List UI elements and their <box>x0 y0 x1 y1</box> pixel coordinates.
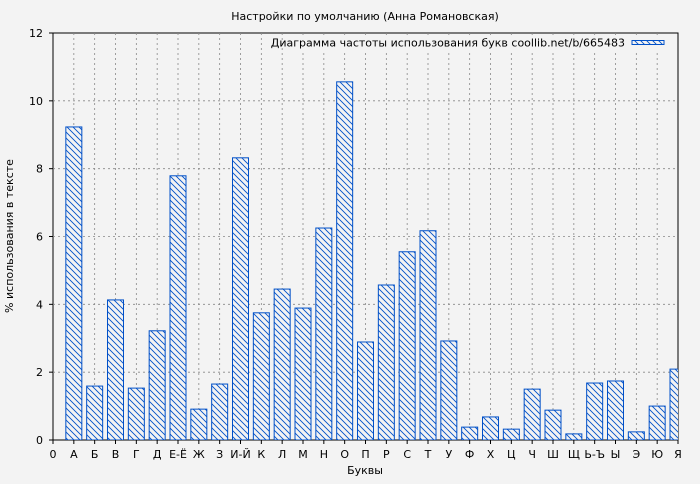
chart-title: Настройки по умолчанию (Анна Романовская… <box>231 10 499 23</box>
x-tick-label: З <box>216 448 223 461</box>
bar-Э <box>627 431 645 440</box>
bar-Т <box>419 230 437 440</box>
x-axis-label: Буквы <box>347 464 383 477</box>
x-tick-label: Ц <box>507 448 516 461</box>
bar-С <box>398 251 416 440</box>
bar-Ш <box>544 409 562 440</box>
bar-Я <box>669 368 678 440</box>
bar-Ы <box>607 380 624 440</box>
bar-Л <box>273 288 291 440</box>
y-tick-label: 6 <box>36 231 43 244</box>
bar-Ч <box>523 388 541 440</box>
y-tick-label: 12 <box>29 27 43 40</box>
bar-Д <box>148 330 166 440</box>
bar-М <box>294 307 312 440</box>
x-tick-label: Ж <box>193 448 205 461</box>
x-tick-label: Щ <box>568 448 580 461</box>
x-tick-label: Ч <box>528 448 536 461</box>
x-tick-label: Д <box>153 448 162 461</box>
y-tick-label: 10 <box>29 95 43 108</box>
bar-Ж <box>190 408 208 440</box>
x-tick-label: 0 <box>50 448 57 461</box>
x-tick-label: Я <box>674 448 682 461</box>
y-axis-label: % использования в тексте <box>3 159 16 313</box>
x-tick-label: Ш <box>547 448 559 461</box>
x-tick-label: А <box>70 448 78 461</box>
legend: Диаграмма частоты использования букв coo… <box>271 35 673 51</box>
y-tick-label: 2 <box>36 366 43 379</box>
x-tick-label: Ф <box>465 448 474 461</box>
x-tick-label: Б <box>91 448 99 461</box>
bar-П <box>357 341 374 440</box>
bar-К <box>252 312 270 440</box>
y-tick-label: 8 <box>36 163 43 176</box>
bar-Н <box>315 227 333 440</box>
bar-Р <box>377 284 395 440</box>
x-tick-label: У <box>445 448 452 461</box>
x-tick-label: Ь-Ъ <box>584 448 605 461</box>
bar-О <box>336 81 354 440</box>
bar-Ц <box>502 428 520 440</box>
bar-Г <box>127 387 145 440</box>
bar-Ф <box>461 426 479 440</box>
bar-З <box>211 383 229 440</box>
x-tick-label: В <box>112 448 120 461</box>
x-tick-label: Р <box>383 448 390 461</box>
legend-swatch <box>631 40 665 45</box>
x-tick-label: Т <box>424 448 432 461</box>
x-tick-label: Г <box>133 448 140 461</box>
x-tick-label: С <box>403 448 411 461</box>
x-tick-label: П <box>361 448 369 461</box>
y-tick-label: 0 <box>36 434 43 447</box>
x-tick-label: Л <box>278 448 286 461</box>
x-tick-label: О <box>340 448 349 461</box>
bar-Ю <box>648 405 666 440</box>
bar-Ь-Ъ <box>586 382 604 440</box>
x-tick-label: Э <box>632 448 640 461</box>
x-tick-label: М <box>298 448 308 461</box>
x-tick-label: Е-Ё <box>169 448 187 461</box>
x-tick-label: Ы <box>611 448 621 461</box>
x-tick-label: Н <box>320 448 328 461</box>
bar-Б <box>86 385 104 440</box>
x-tick-label: И-Й <box>230 448 250 461</box>
bar-У <box>440 340 458 440</box>
bar-И-Й <box>232 157 249 440</box>
bar-Щ <box>565 433 583 440</box>
x-tick-label: Х <box>487 448 495 461</box>
bar-Е-Ё <box>169 175 187 440</box>
y-tick-label: 4 <box>36 298 43 311</box>
bar-В <box>107 299 124 440</box>
bar-А <box>65 126 83 440</box>
legend-label: Диаграмма частоты использования букв coo… <box>271 37 625 50</box>
x-tick-label: Ю <box>651 448 663 461</box>
x-tick-label: К <box>257 448 265 461</box>
bar-Х <box>482 416 499 440</box>
